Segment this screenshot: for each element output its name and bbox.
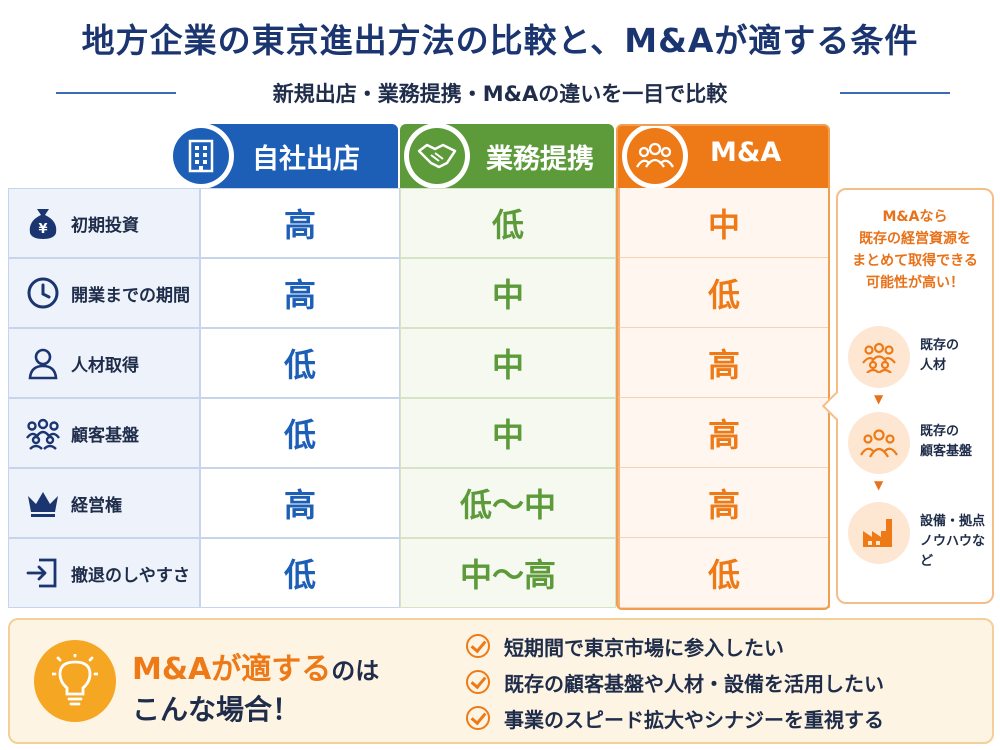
value-ma: 高 xyxy=(618,328,830,398)
condition-list: 短期間で東京市場に参入したい 既存の顧客基盤や人材・設備を活用したい 事業のスピ… xyxy=(466,628,884,736)
value-ma: 低 xyxy=(618,538,830,608)
benefit-text: 設備・拠点 xyxy=(920,514,986,529)
table-row-talent-acquisition: 人材取得 低 中 高 xyxy=(8,328,830,398)
heading-highlight: M&Aが適する xyxy=(132,652,332,687)
value-self: 低 xyxy=(200,538,400,608)
row-label: 顧客基盤 xyxy=(71,425,139,446)
check-icon xyxy=(466,670,490,694)
benefit-text: 既存の xyxy=(920,338,960,353)
row-label-cell: 開業までの期間 xyxy=(8,258,200,328)
row-label-cell: 撤退のしやすさ xyxy=(8,538,200,608)
condition-item: 既存の顧客基盤や人材・設備を活用したい xyxy=(466,664,884,700)
table-row-initial-investment: ¥ 初期投資 高 低 中 xyxy=(8,188,830,258)
value-partnership: 中 xyxy=(400,328,616,398)
exit-door-icon xyxy=(21,551,65,595)
heading-line: M&Aなら xyxy=(882,209,948,225)
arrow-down-icon: ▼ xyxy=(874,478,884,492)
column-label-self: 自社出店 xyxy=(252,144,360,175)
building-icon xyxy=(188,139,214,173)
team-badge xyxy=(622,123,688,189)
clock-icon xyxy=(21,271,65,315)
column-label-partnership: 業務提携 xyxy=(486,144,594,175)
value-partnership: 低〜中 xyxy=(400,468,616,538)
value-self: 高 xyxy=(200,258,400,328)
svg-text:¥: ¥ xyxy=(38,222,47,237)
people-icon xyxy=(848,326,910,388)
row-label-cell: 経営権 xyxy=(8,468,200,538)
benefit-text: ノウハウなど xyxy=(920,534,986,569)
table-row-customer-base: 顧客基盤 低 中 高 xyxy=(8,398,830,468)
arrow-down-icon: ▼ xyxy=(874,392,884,406)
row-label: 経営権 xyxy=(71,495,122,516)
value-ma: 中 xyxy=(618,188,830,258)
value-partnership: 中〜高 xyxy=(400,538,616,608)
row-label: 撤退のしやすさ xyxy=(71,565,190,586)
condition-text: 既存の顧客基盤や人材・設備を活用したい xyxy=(504,671,884,696)
value-ma: 高 xyxy=(618,398,830,468)
condition-text: 事業のスピード拡大やシナジーを重視する xyxy=(504,707,884,732)
value-self: 高 xyxy=(200,188,400,258)
benefit-item-talent: 既存の 人材 xyxy=(848,326,988,390)
column-header-ma: M&A xyxy=(618,123,828,189)
building-badge xyxy=(168,123,234,189)
handshake-icon xyxy=(417,143,457,169)
condition-item: 短期間で東京市場に参入したい xyxy=(466,628,884,664)
bottom-heading: M&Aが適するのは xyxy=(132,644,379,688)
group-icon xyxy=(21,411,65,455)
row-label-cell: 人材取得 xyxy=(8,328,200,398)
value-partnership: 低 xyxy=(400,188,616,258)
row-label-cell: 顧客基盤 xyxy=(8,398,200,468)
benefit-item-customers: 既存の 顧客基盤 xyxy=(848,412,988,476)
benefit-text: 既存の xyxy=(920,424,960,439)
value-ma: 低 xyxy=(618,258,830,328)
value-ma: 高 xyxy=(618,468,830,538)
column-label-ma: M&A xyxy=(710,137,782,168)
ma-suitable-conditions: M&Aが適するのは こんな場合！ 短期間で東京市場に参入したい 既存の顧客基盤や… xyxy=(8,618,994,744)
row-label: 初期投資 xyxy=(71,215,139,236)
column-header-partnership: 業務提携 xyxy=(400,123,614,189)
heading-line: 既存の経営資源を xyxy=(859,231,971,247)
ma-benefits-panel: M&Aなら 既存の経営資源を まとめて取得できる 可能性が高い！ 既存の 人材 … xyxy=(821,188,994,604)
row-label: 開業までの期間 xyxy=(71,285,190,306)
yen-bag-icon: ¥ xyxy=(21,201,65,245)
person-icon xyxy=(21,341,65,385)
row-label-cell: ¥ 初期投資 xyxy=(8,188,200,258)
bottom-heading-line2: こんな場合！ xyxy=(132,693,301,726)
benefit-text: 顧客基盤 xyxy=(920,444,973,459)
subtitle-row: 新規出店・業務提携・M&Aの違いを一目で比較 xyxy=(0,78,1000,108)
benefit-item-facilities: 設備・拠点 ノウハウなど xyxy=(848,502,988,569)
factory-icon xyxy=(848,502,910,564)
table-row-management-control: 経営権 高 低〜中 高 xyxy=(8,468,830,538)
heading-tail: のは xyxy=(331,657,380,685)
value-partnership: 中 xyxy=(400,258,616,328)
heading-line: まとめて取得できる xyxy=(852,253,978,269)
subtitle-rule-left xyxy=(56,92,176,94)
handshake-badge xyxy=(404,123,470,189)
team-icon xyxy=(636,142,674,168)
side-panel-heading: M&Aなら 既存の経営資源を まとめて取得できる 可能性が高い！ xyxy=(838,206,992,294)
value-self: 低 xyxy=(200,328,400,398)
check-icon xyxy=(466,634,490,658)
value-self: 高 xyxy=(200,468,400,538)
condition-text: 短期間で東京市場に参入したい xyxy=(504,635,784,660)
subtitle-rule-right xyxy=(840,92,950,94)
benefit-text: 人材 xyxy=(920,358,947,373)
condition-item: 事業のスピード拡大やシナジーを重視する xyxy=(466,700,884,736)
value-self: 低 xyxy=(200,398,400,468)
crown-icon xyxy=(21,481,65,525)
value-partnership: 中 xyxy=(400,398,616,468)
table-row-time-to-open: 開業までの期間 高 中 低 xyxy=(8,258,830,328)
page-subtitle: 新規出店・業務提携・M&Aの違いを一目で比較 xyxy=(272,82,728,106)
table-row-ease-of-exit: 撤退のしやすさ 低 中〜高 低 xyxy=(8,538,830,608)
check-icon xyxy=(466,706,490,730)
lightbulb-icon xyxy=(34,640,116,722)
customers-icon xyxy=(848,412,910,474)
row-label: 人材取得 xyxy=(71,355,139,376)
heading-line: 可能性が高い！ xyxy=(866,275,964,291)
column-header-self: 自社出店 xyxy=(168,123,398,189)
page-title: 地方企業の東京進出方法の比較と、M&Aが適する条件 xyxy=(81,21,919,60)
